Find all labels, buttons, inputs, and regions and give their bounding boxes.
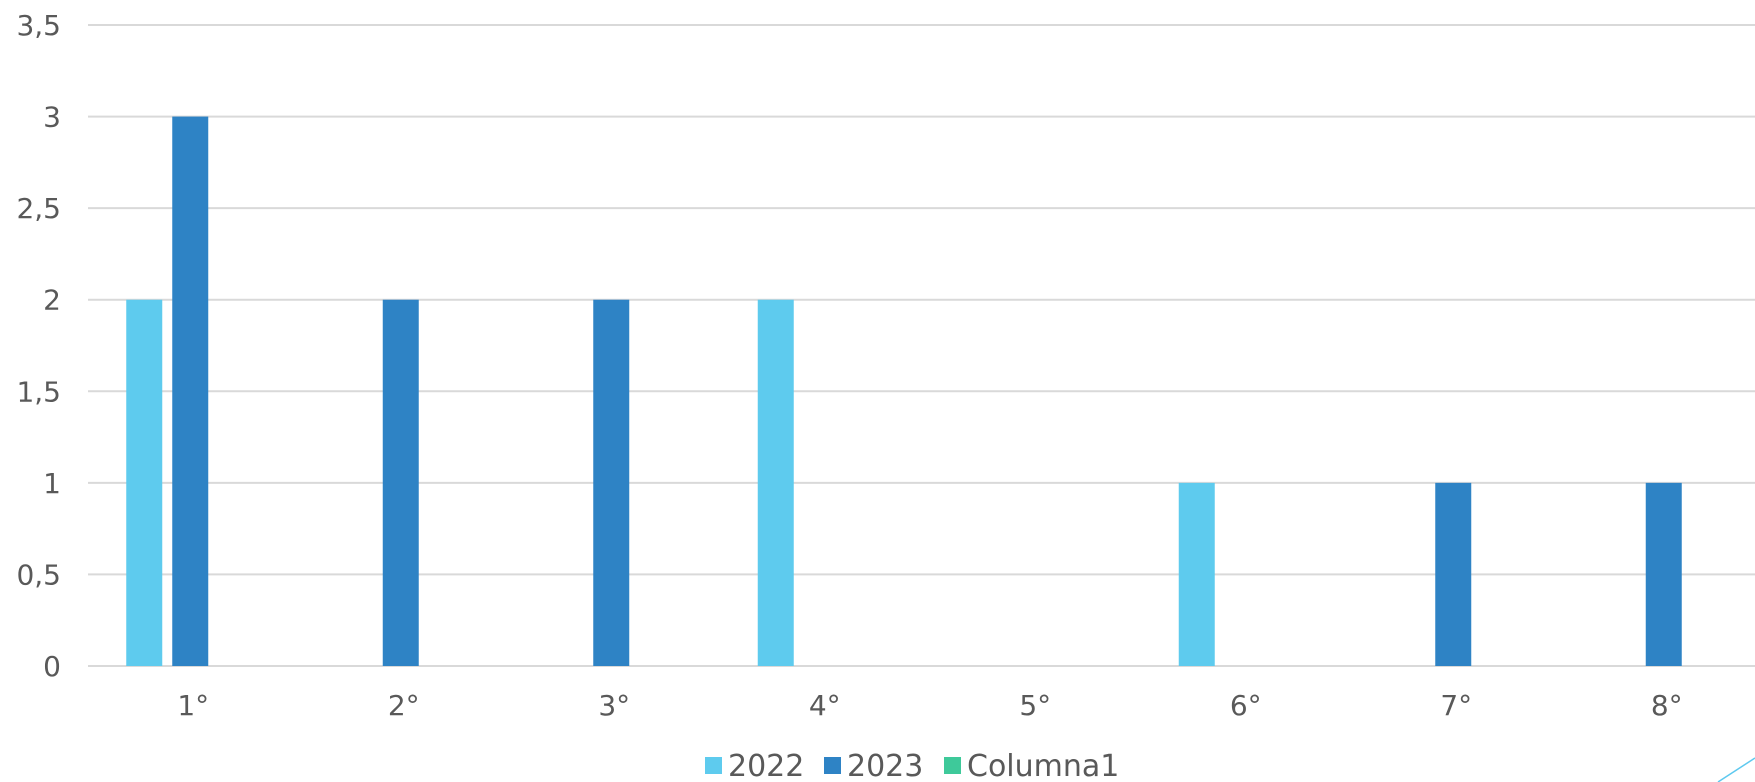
y-axis-tick-labels: 0 0,5 1 1,5 2 2,5 3 3,5 bbox=[16, 9, 61, 683]
legend-swatch-2022 bbox=[705, 757, 722, 774]
x-tick-label: 6° bbox=[1230, 689, 1262, 722]
legend-label-2023: 2023 bbox=[847, 749, 923, 782]
x-tick-label: 4° bbox=[809, 689, 841, 722]
legend-label-columna1: Columna1 bbox=[967, 749, 1119, 782]
bar-2022-6 bbox=[1178, 482, 1215, 666]
bar-2023-8 bbox=[1645, 482, 1682, 666]
bar-2022-1 bbox=[126, 299, 163, 666]
y-tick-label: 1 bbox=[43, 467, 61, 500]
decorative-corner-line bbox=[1717, 757, 1755, 782]
bar-2023-7 bbox=[1435, 482, 1472, 666]
legend-swatch-2023 bbox=[824, 757, 841, 774]
y-tick-label: 3,5 bbox=[16, 9, 61, 42]
legend-label-2022: 2022 bbox=[728, 749, 804, 782]
y-tick-label: 3 bbox=[43, 101, 61, 134]
x-tick-label: 2° bbox=[388, 689, 420, 722]
x-tick-label: 3° bbox=[598, 689, 630, 722]
bar-2023-1 bbox=[172, 116, 209, 667]
y-tick-label: 0,5 bbox=[16, 558, 61, 591]
legend: 2022 2023 Columna1 bbox=[705, 749, 1119, 782]
y-tick-label: 0 bbox=[43, 650, 61, 683]
bar-2023-3 bbox=[593, 299, 630, 666]
x-tick-label: 8° bbox=[1651, 689, 1683, 722]
x-tick-label: 5° bbox=[1019, 689, 1051, 722]
x-axis-tick-labels: 1° 2° 3° 4° 5° 6° 7° 8° bbox=[177, 689, 1682, 722]
gridlines bbox=[88, 24, 1755, 667]
bars bbox=[126, 116, 1682, 667]
x-tick-label: 7° bbox=[1440, 689, 1472, 722]
bar-2022-4 bbox=[757, 299, 794, 666]
y-tick-label: 1,5 bbox=[16, 375, 61, 408]
bar-2023-2 bbox=[382, 299, 419, 666]
y-tick-label: 2,5 bbox=[16, 192, 61, 225]
y-tick-label: 2 bbox=[43, 284, 61, 317]
legend-swatch-columna1 bbox=[944, 757, 961, 774]
x-tick-label: 1° bbox=[177, 689, 209, 722]
